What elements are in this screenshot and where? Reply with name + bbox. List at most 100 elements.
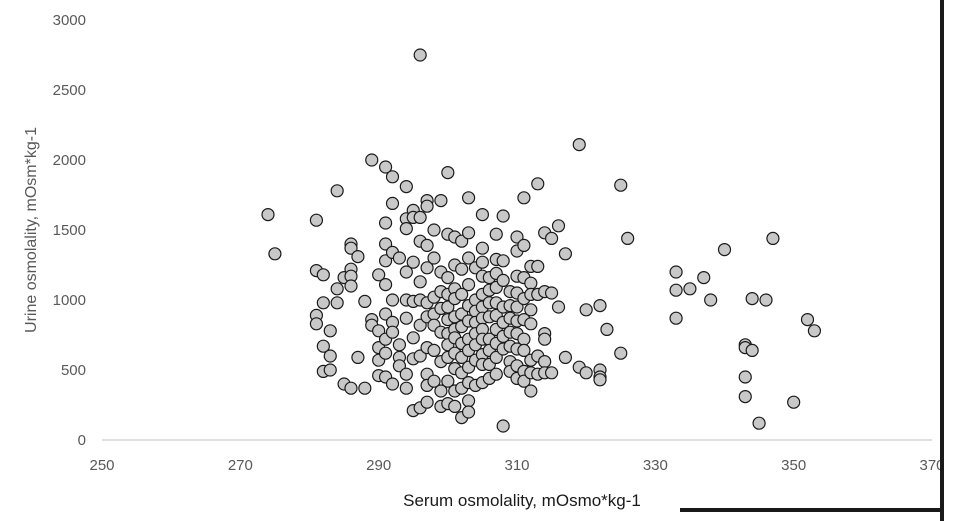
data-point [717, 243, 732, 257]
data-point [524, 303, 538, 317]
data-point [621, 231, 635, 245]
data-point [669, 265, 683, 279]
data-point [579, 366, 593, 380]
data-point [378, 278, 393, 292]
data-point [420, 395, 434, 409]
data-point [406, 331, 420, 345]
data-point [475, 208, 490, 222]
data-point [434, 194, 448, 208]
data-point [745, 343, 759, 357]
data-point [399, 367, 413, 381]
data-point [531, 177, 545, 191]
data-point [745, 292, 759, 306]
data-point [413, 275, 427, 289]
data-point [704, 293, 718, 307]
x-tick-labels: 250 270 290 310 330 350 370 [89, 457, 944, 474]
x-axis-title: Serum osmolality, mOsmo*kg-1 [403, 491, 641, 510]
data-point [579, 303, 593, 317]
data-point [517, 191, 531, 205]
data-point [344, 381, 358, 395]
data-point [330, 296, 344, 310]
data-point [787, 395, 801, 409]
data-point [378, 346, 393, 360]
data-point [309, 317, 324, 331]
data-point [738, 370, 752, 384]
data-point [427, 251, 441, 265]
data-point [475, 255, 490, 269]
data-point [593, 373, 607, 387]
data-point [399, 222, 413, 236]
data-point [489, 227, 503, 241]
data-point [766, 231, 780, 245]
data-point [489, 350, 503, 364]
data-point [392, 359, 407, 373]
data-point [385, 293, 400, 307]
data-point [496, 209, 510, 223]
data-point [593, 299, 607, 313]
data-point [261, 208, 275, 222]
data-point [455, 262, 469, 276]
data-point [461, 226, 476, 240]
data-point [358, 294, 372, 308]
data-point [697, 271, 711, 285]
data-point [441, 374, 455, 388]
data-point [399, 311, 413, 325]
data-point [441, 166, 455, 180]
data-point [759, 293, 773, 307]
data-point [323, 349, 337, 363]
data-point [434, 384, 448, 398]
data-point [524, 276, 538, 290]
data-point [455, 287, 469, 301]
data-point [358, 381, 372, 395]
data-point [614, 346, 628, 360]
data-point [807, 324, 822, 338]
data-point [351, 250, 365, 264]
data-point [316, 268, 330, 282]
data-point [385, 170, 400, 184]
data-point [544, 286, 559, 300]
data-point [413, 349, 427, 363]
data-point [517, 238, 531, 252]
data-point [800, 313, 815, 327]
data-point [475, 241, 490, 255]
data-point [461, 251, 476, 265]
data-point [551, 219, 566, 233]
data-point [669, 283, 683, 297]
data-point [441, 300, 455, 314]
data-point [385, 325, 400, 339]
data-point [399, 265, 413, 279]
data-point [544, 231, 559, 245]
data-point [413, 210, 427, 224]
y-tick-label: 1500 [53, 222, 86, 239]
data-point [351, 350, 365, 364]
data-point [461, 405, 476, 419]
y-tick-label: 3000 [53, 12, 86, 29]
data-point [510, 230, 524, 244]
data-point [378, 237, 393, 251]
data-point [551, 300, 566, 314]
data-point [572, 138, 586, 152]
data-point [323, 324, 337, 338]
data-point [517, 374, 531, 388]
data-point [330, 184, 344, 198]
data-point [316, 339, 330, 353]
data-point [378, 307, 393, 321]
y-axis-title: Urine osmolality, mOsm*kg-1 [23, 127, 40, 333]
data-point [420, 261, 434, 275]
data-points [261, 48, 822, 433]
data-point [365, 153, 379, 167]
x-tick-label: 370 [919, 457, 944, 474]
data-point [399, 180, 413, 194]
y-tick-label: 2000 [53, 152, 86, 169]
y-tick-label: 1000 [53, 292, 86, 309]
data-point [517, 332, 531, 346]
data-point [461, 278, 476, 292]
data-point [441, 271, 455, 285]
data-point [420, 238, 434, 252]
data-point [309, 213, 324, 227]
x-tick-label: 290 [366, 457, 391, 474]
data-point [738, 390, 752, 404]
data-point [558, 350, 573, 364]
data-point [406, 255, 420, 269]
